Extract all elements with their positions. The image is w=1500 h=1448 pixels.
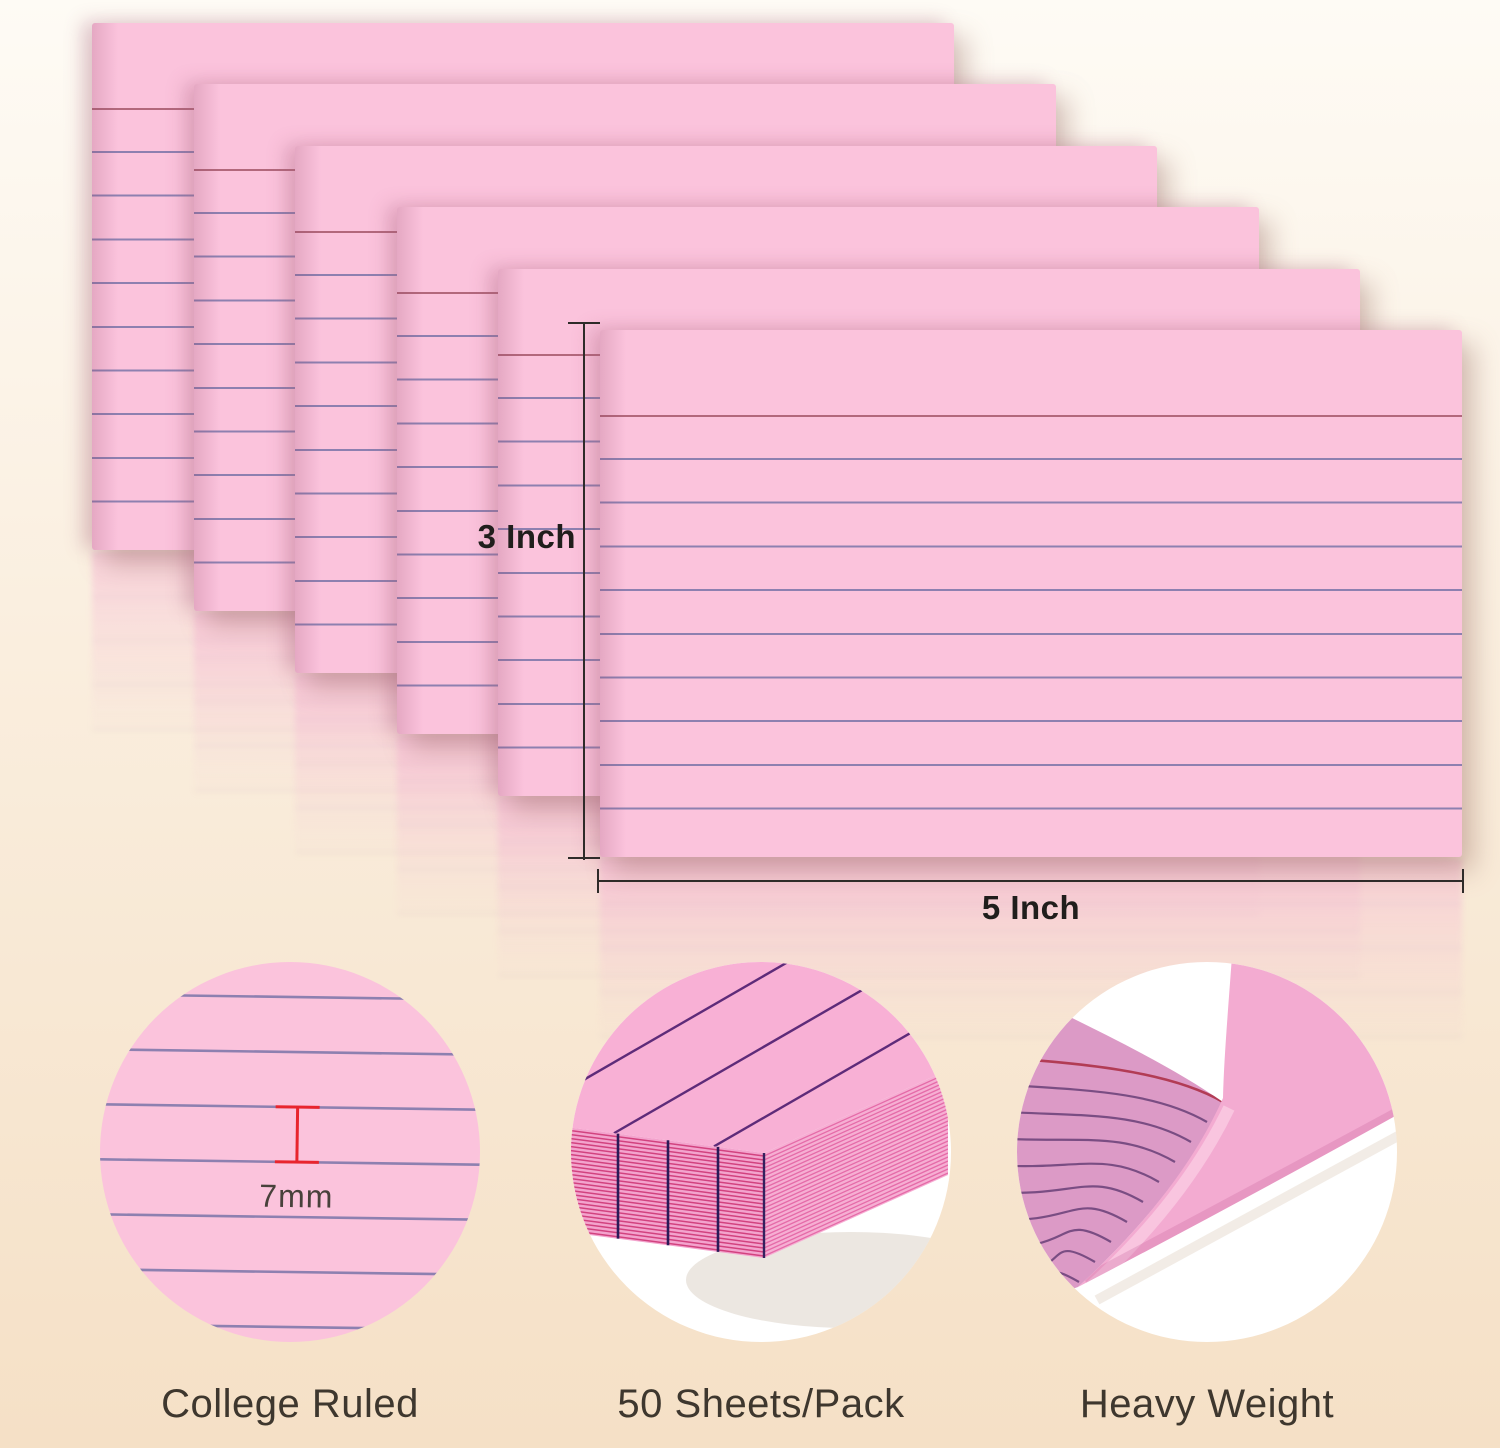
width-dimension-line (598, 880, 1464, 882)
stack-left-face-strata (571, 1128, 764, 1257)
feature-label-sheets-per-pack: 50 Sheets/Pack (617, 1382, 905, 1426)
height-dimension-line (583, 323, 585, 860)
line-spacing-value: 7mm (259, 1178, 334, 1215)
card-top-rule-red (600, 415, 1462, 417)
seven-mm-measure-icon (274, 1105, 320, 1164)
curl-back-face (1078, 962, 1397, 1287)
feature-college-ruled: 7mm College Ruled (100, 962, 480, 1448)
stack-right-face-strata (764, 1072, 948, 1257)
index-card-6 (600, 330, 1462, 857)
width-dimension-cap-left (597, 869, 599, 893)
height-dimension-label: 3 Inch (477, 518, 576, 555)
ruled-card-face (100, 962, 480, 1342)
width-dimension-label: 5 Inch (981, 889, 1081, 926)
width-dimension-cap-right (1462, 869, 1464, 893)
card-ruled-lines (600, 458, 1462, 810)
curl-edge-shadow (1094, 1130, 1397, 1305)
curl-ruled-face (1017, 996, 1223, 1309)
height-dimension-cap-top (568, 322, 600, 324)
curled-card-detail-icon (1017, 962, 1397, 1342)
card-edge-shade (600, 330, 1462, 857)
stack-top-face (571, 962, 951, 1153)
feature-label-college-ruled: College Ruled (161, 1382, 419, 1426)
height-dimension-cap-bottom (568, 857, 600, 859)
card-stack-detail-icon (571, 962, 951, 1342)
stack-rule-verticals (616, 1133, 766, 1258)
stack-top-face-lines (571, 962, 951, 1148)
feature-heavy-weight: Heavy Weight (1017, 962, 1397, 1448)
ruled-card-detail-icon: 7mm (100, 962, 480, 1342)
feature-sheets-per-pack: 50 Sheets/Pack (571, 962, 951, 1448)
feature-label-heavy-weight: Heavy Weight (1079, 1382, 1335, 1426)
